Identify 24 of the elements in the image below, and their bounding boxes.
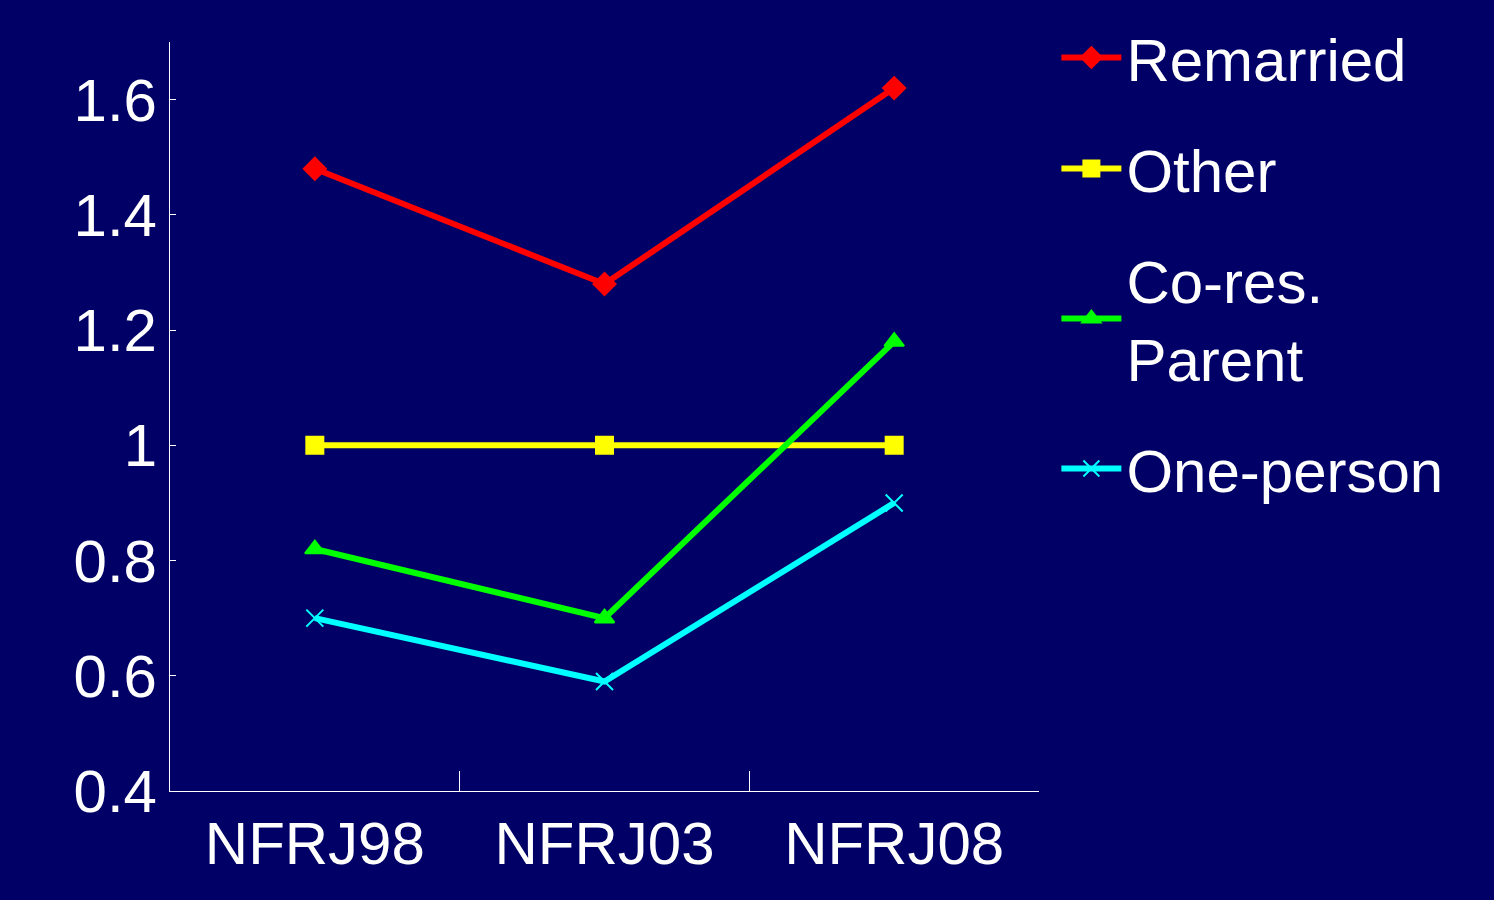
- point: [302, 156, 327, 181]
- legend-label: Other: [1126, 137, 1277, 205]
- y-tick-label: 0.6: [73, 642, 157, 710]
- x-tick-label: NFRJ08: [784, 810, 1005, 877]
- x-tick-label: NFRJ98: [204, 810, 425, 877]
- y-tick-label: 1.6: [73, 66, 157, 134]
- y-tick-label: 1: [123, 412, 157, 480]
- point: [884, 435, 904, 455]
- y-tick-label: 1.4: [73, 181, 157, 249]
- point: [595, 672, 614, 692]
- legend-label: One-person: [1126, 437, 1444, 505]
- x-tick-label: NFRJ03: [494, 810, 715, 877]
- point: [884, 493, 904, 513]
- point: [882, 76, 907, 101]
- legend-label: Co-res. Parent: [1126, 248, 1324, 394]
- legend-label: Remarried: [1126, 26, 1407, 94]
- point: [595, 435, 614, 455]
- y-tick-label: 0.4: [73, 758, 157, 825]
- point: [592, 271, 617, 297]
- y-tick-label: 0.8: [73, 527, 157, 595]
- point: [305, 435, 325, 455]
- point: [304, 539, 326, 555]
- point: [305, 608, 325, 628]
- y-tick-label: 1.2: [73, 297, 157, 365]
